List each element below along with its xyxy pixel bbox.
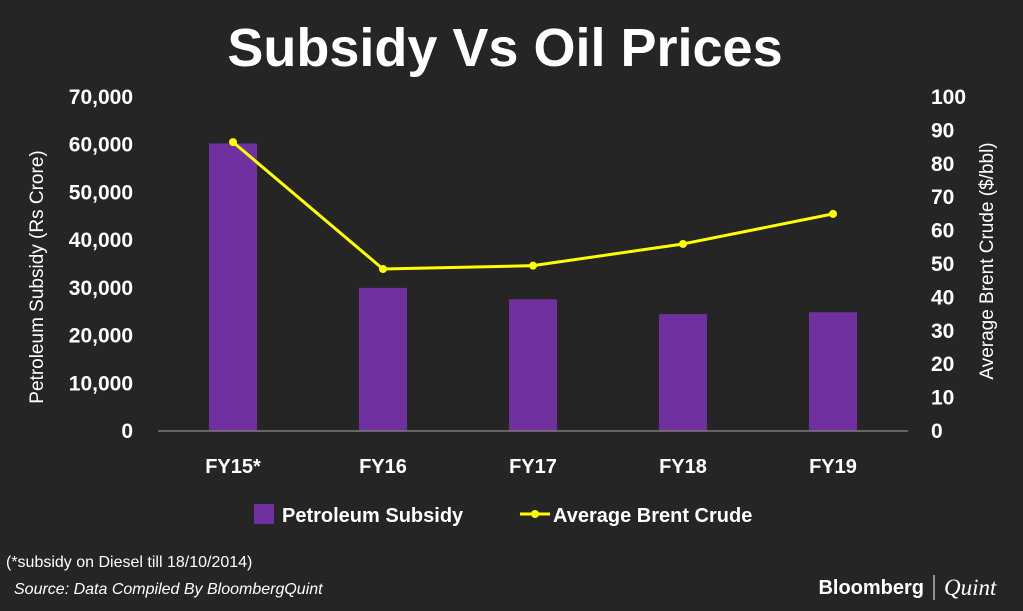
y-tick-label: 70,000 [69, 86, 133, 109]
y-tick-label: 20,000 [69, 325, 133, 348]
crude-price-point [679, 239, 687, 248]
x-tick-label: FY17 [509, 456, 557, 478]
crude-price-point [829, 209, 837, 218]
y-tick-label: 0 [121, 420, 133, 443]
y-tick-label: 40,000 [69, 229, 133, 252]
y2-tick-label: 90 [931, 119, 954, 142]
subsidy-bar [809, 312, 857, 431]
y2-tick-label: 40 [931, 286, 954, 309]
brand-logo: Bloomberg Quint [818, 575, 997, 600]
y-axis-title: Petroleum Subsidy (Rs Crore) [27, 150, 48, 403]
line-series [229, 138, 837, 274]
legend-marker-crude [531, 510, 539, 518]
y2-tick-label: 10 [931, 387, 954, 410]
y2-axis-ticks: 0 10 20 30 40 50 60 70 80 90 100 [931, 86, 966, 443]
y-tick-label: 10,000 [69, 372, 133, 395]
y2-tick-label: 100 [931, 86, 966, 109]
source-note: Source: Data Compiled By BloombergQuint [14, 581, 323, 598]
y2-tick-label: 0 [931, 420, 943, 443]
legend-label-crude: Average Brent Crude [553, 505, 752, 527]
brand-sub: Quint [944, 575, 997, 600]
subsidy-bar [659, 314, 707, 431]
bar-series [209, 143, 857, 431]
subsidy-bar [509, 299, 557, 431]
x-tick-label: FY16 [359, 456, 407, 478]
y2-tick-label: 80 [931, 153, 954, 176]
y2-tick-label: 60 [931, 220, 954, 243]
x-tick-label: FY19 [809, 456, 857, 478]
subsidy-bar [359, 287, 407, 431]
y-tick-label: 30,000 [69, 277, 133, 300]
y2-axis-title: Average Brent Crude ($/bbl) [977, 142, 998, 379]
x-tick-label: FY18 [659, 456, 707, 478]
brand-name: Bloomberg [818, 577, 924, 599]
y-tick-label: 50,000 [69, 181, 133, 204]
subsidy-bar [209, 143, 257, 431]
y-tick-label: 60,000 [69, 134, 133, 157]
x-tick-label: FY15* [205, 456, 261, 478]
crude-price-point [229, 138, 237, 147]
y-axis-ticks: 0 10,000 20,000 30,000 40,000 50,000 60,000 70,… [69, 86, 133, 443]
footnote: (*subsidy on Diesel till 18/10/2014) [6, 554, 252, 571]
crude-price-line [232, 140, 834, 271]
legend: Petroleum Subsidy Average Brent Crude [254, 504, 752, 527]
chart-title: Subsidy Vs Oil Prices [227, 18, 782, 78]
y2-tick-label: 20 [931, 353, 954, 376]
x-axis-labels: FY15* FY16 FY17 FY18 FY19 [205, 456, 857, 478]
y2-tick-label: 30 [931, 320, 954, 343]
y2-tick-label: 70 [931, 186, 954, 209]
crude-price-point [379, 265, 387, 274]
crude-price-point [529, 261, 537, 270]
y2-tick-label: 50 [931, 253, 954, 276]
legend-swatch-subsidy [254, 504, 274, 524]
legend-label-subsidy: Petroleum Subsidy [282, 505, 464, 527]
